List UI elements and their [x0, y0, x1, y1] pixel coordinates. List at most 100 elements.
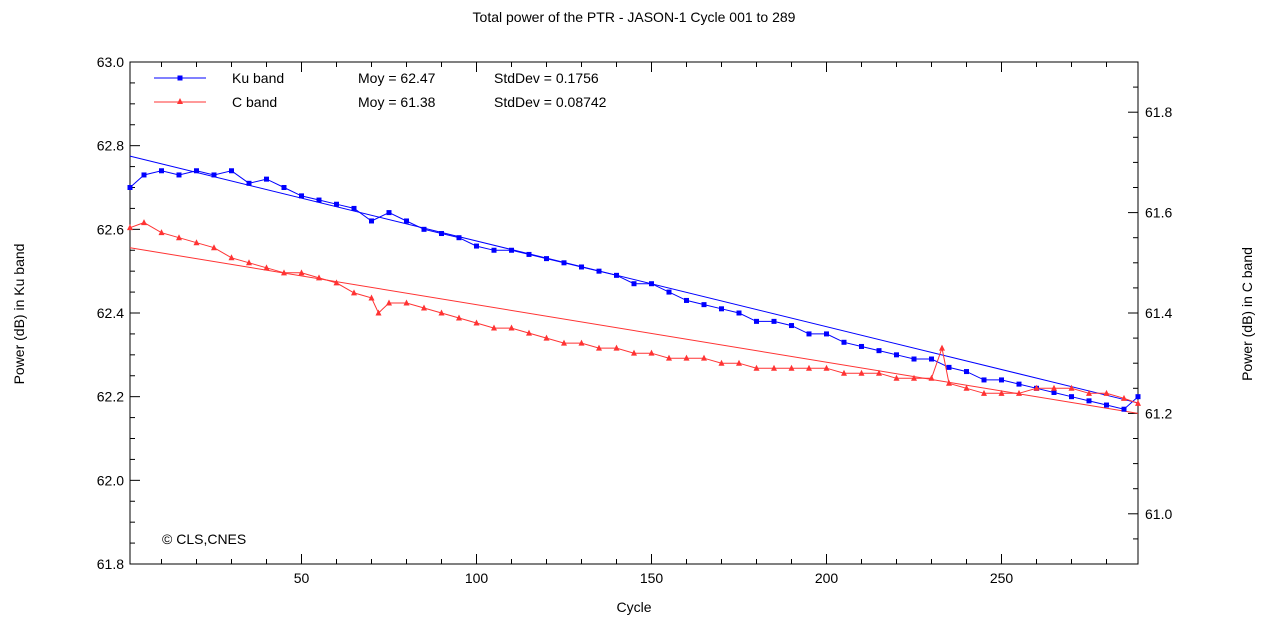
data-point	[771, 318, 777, 324]
data-point	[929, 356, 934, 362]
data-point	[386, 299, 392, 306]
data-point	[1033, 384, 1040, 391]
data-point	[211, 172, 217, 178]
data-point	[998, 389, 1005, 396]
data-point	[474, 243, 479, 249]
y-left-tick-label: 62.6	[97, 221, 124, 237]
fit-line-1	[129, 247, 1139, 414]
data-point	[526, 251, 532, 257]
data-point	[1068, 384, 1075, 391]
data-point	[1104, 402, 1109, 408]
data-point	[806, 364, 812, 371]
data-point	[666, 354, 672, 361]
data-point	[438, 309, 445, 316]
copyright-credit: © CLS,CNES	[162, 531, 246, 547]
data-point	[1135, 394, 1141, 400]
data-point	[946, 379, 952, 386]
y-left-tick-label: 63.0	[97, 54, 124, 70]
data-point	[963, 384, 970, 391]
data-point	[631, 349, 637, 356]
data-point	[403, 299, 410, 306]
x-tick-label: 100	[465, 570, 489, 586]
data-point	[543, 334, 550, 341]
data-point	[194, 168, 199, 174]
data-point	[754, 318, 759, 324]
series-line-0	[129, 170, 1139, 410]
data-point	[596, 344, 602, 351]
data-point	[264, 176, 269, 182]
data-point	[299, 193, 304, 199]
legend: Ku band Moy = 62.47 StdDev = 0.1756 C band M…	[154, 70, 607, 110]
data-point	[281, 185, 287, 190]
data-point	[229, 168, 234, 174]
series-line-1	[129, 222, 1139, 404]
data-point	[421, 304, 427, 311]
data-point	[246, 180, 252, 186]
data-point	[771, 364, 777, 371]
data-point	[491, 324, 497, 331]
data-point	[127, 185, 133, 190]
data-point	[911, 374, 917, 381]
data-point	[789, 323, 794, 329]
data-point	[946, 364, 952, 370]
data-point	[127, 224, 133, 231]
y-left-tick-label: 62.4	[97, 305, 124, 321]
y-right-tick-label: 61.4	[1145, 305, 1172, 321]
data-point	[158, 229, 165, 236]
data-point	[246, 259, 252, 266]
data-point	[1051, 384, 1057, 391]
data-point	[876, 369, 882, 376]
data-point	[631, 281, 637, 287]
data-point	[981, 377, 987, 383]
data-point	[981, 389, 987, 396]
data-point	[579, 264, 584, 270]
data-point	[375, 309, 382, 316]
data-point	[964, 369, 969, 375]
data-point	[736, 359, 742, 366]
legend-label-1: C band	[232, 94, 277, 110]
y-axis-right: 61.0 61.2 61.4 61.6 61.8	[1128, 61, 1172, 565]
data-point	[159, 168, 164, 174]
x-tick-label: 150	[640, 570, 664, 586]
data-point	[228, 254, 235, 261]
data-point	[281, 269, 287, 276]
data-point	[719, 306, 724, 312]
data-point	[439, 231, 444, 237]
data-point	[841, 369, 847, 376]
y-axis-left: 61.8 62.0 62.2 62.4 62.6 62.8 63.0	[97, 54, 140, 572]
data-point	[298, 269, 305, 276]
legend-mean-0: Moy = 62.47	[358, 70, 436, 86]
data-point	[649, 281, 654, 287]
data-point	[456, 235, 462, 241]
legend-marker-1	[177, 98, 183, 104]
data-point	[999, 377, 1004, 383]
data-point	[701, 354, 707, 361]
data-point	[666, 289, 672, 295]
data-point	[1086, 398, 1092, 404]
data-point	[684, 297, 689, 303]
data-point	[561, 339, 567, 346]
y-right-tick-label: 61.0	[1145, 506, 1172, 522]
legend-std-1: StdDev = 0.08742	[494, 94, 607, 110]
data-point	[421, 226, 427, 232]
data-point	[824, 331, 829, 337]
data-point	[1135, 399, 1141, 406]
data-point	[176, 172, 182, 178]
data-point	[333, 279, 340, 286]
data-point	[1121, 406, 1127, 412]
data-point	[823, 364, 830, 371]
data-point	[1016, 381, 1022, 387]
data-point	[928, 374, 935, 381]
data-point	[939, 344, 945, 351]
y-axis-label-right: Power (dB) in C band	[1239, 247, 1255, 381]
y-right-tick-label: 61.6	[1145, 205, 1172, 221]
data-point	[701, 302, 707, 308]
data-point	[894, 352, 899, 358]
data-point	[561, 260, 567, 266]
data-point	[753, 364, 760, 371]
data-point	[876, 348, 882, 354]
data-point	[648, 349, 655, 356]
fit-line-0	[129, 155, 1139, 404]
data-point	[369, 218, 374, 224]
